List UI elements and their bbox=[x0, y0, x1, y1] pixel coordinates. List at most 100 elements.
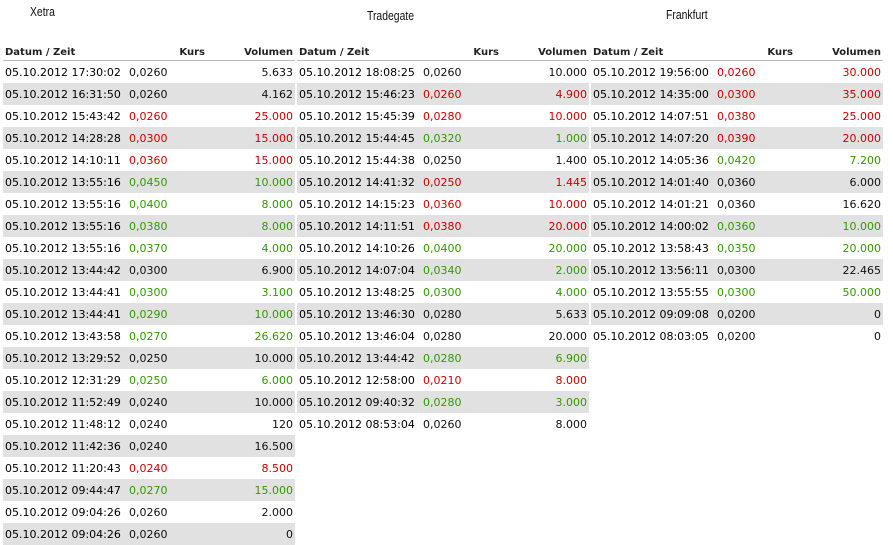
volume-cell: 25.000 bbox=[254, 109, 294, 123]
trade-row: 05.10.2012 14:11:51 0,0380 20.000 bbox=[297, 215, 589, 237]
volume-cell: 20.000 bbox=[548, 219, 588, 233]
price-cell: 0,0260 bbox=[423, 87, 462, 101]
volume-cell: 20.000 bbox=[842, 131, 882, 145]
trade-row: 05.10.2012 14:41:32 0,0250 1.445 bbox=[297, 171, 589, 193]
price-cell: 0,0280 bbox=[423, 395, 462, 409]
table-body: 05.10.2012 18:08:25 0,0260 10.000 05.10.201… bbox=[297, 61, 589, 435]
volume-cell: 15.000 bbox=[254, 153, 294, 167]
datetime-cell: 05.10.2012 11:52:49 bbox=[5, 395, 121, 409]
column-header: Volumen bbox=[244, 46, 293, 58]
datetime-cell: 05.10.2012 08:03:05 bbox=[593, 329, 709, 343]
trade-row: 05.10.2012 13:55:16 0,0370 4.000 bbox=[3, 237, 295, 259]
datetime-cell: 05.10.2012 14:35:00 bbox=[593, 87, 709, 101]
price-cell: 0,0400 bbox=[129, 197, 168, 211]
volume-cell: 0 bbox=[874, 307, 881, 321]
datetime-cell: 05.10.2012 09:09:08 bbox=[593, 307, 709, 321]
volume-cell: 6.000 bbox=[261, 373, 294, 387]
price-cell: 0,0300 bbox=[717, 263, 756, 277]
volume-cell: 0 bbox=[286, 527, 293, 541]
price-cell: 0,0400 bbox=[423, 241, 462, 255]
table-header: Datum / Zeit Kurs Volumen bbox=[297, 44, 589, 61]
volume-cell: 50.000 bbox=[842, 285, 882, 299]
trade-row: 05.10.2012 08:03:05 0,0200 0 bbox=[591, 325, 883, 347]
volume-cell: 8.000 bbox=[261, 219, 294, 233]
price-cell: 0,0370 bbox=[129, 241, 168, 255]
volume-cell: 10.000 bbox=[548, 65, 588, 79]
datetime-cell: 05.10.2012 14:10:26 bbox=[299, 241, 415, 255]
datetime-cell: 05.10.2012 13:44:42 bbox=[299, 351, 415, 365]
datetime-cell: 05.10.2012 11:20:43 bbox=[5, 461, 121, 475]
volume-cell: 35.000 bbox=[842, 87, 882, 101]
price-cell: 0,0280 bbox=[423, 307, 462, 321]
datetime-cell: 05.10.2012 14:10:11 bbox=[5, 153, 121, 167]
price-cell: 0,0260 bbox=[423, 65, 462, 79]
volume-cell: 2.000 bbox=[261, 505, 294, 519]
price-cell: 0,0380 bbox=[129, 219, 168, 233]
datetime-cell: 05.10.2012 09:04:26 bbox=[5, 505, 121, 519]
volume-cell: 16.500 bbox=[254, 439, 294, 453]
trade-row: 05.10.2012 14:07:20 0,0390 20.000 bbox=[591, 127, 883, 149]
column-header: Kurs bbox=[179, 46, 205, 58]
trade-row: 05.10.2012 13:55:16 0,0380 8.000 bbox=[3, 215, 295, 237]
column-header: Kurs bbox=[473, 46, 499, 58]
datetime-cell: 05.10.2012 13:46:30 bbox=[299, 307, 415, 321]
datetime-cell: 05.10.2012 13:55:16 bbox=[5, 197, 121, 211]
trade-row: 05.10.2012 13:44:42 0,0300 6.900 bbox=[3, 259, 295, 281]
volume-cell: 4.000 bbox=[261, 241, 294, 255]
volume-cell: 8.000 bbox=[261, 197, 294, 211]
trade-row: 05.10.2012 09:40:32 0,0280 3.000 bbox=[297, 391, 589, 413]
trade-row: 05.10.2012 15:45:39 0,0280 10.000 bbox=[297, 105, 589, 127]
datetime-cell: 05.10.2012 13:58:43 bbox=[593, 241, 709, 255]
datetime-cell: 05.10.2012 12:58:00 bbox=[299, 373, 415, 387]
datetime-cell: 05.10.2012 09:40:32 bbox=[299, 395, 415, 409]
volume-cell: 25.000 bbox=[842, 109, 882, 123]
price-cell: 0,0260 bbox=[129, 109, 168, 123]
volume-cell: 4.000 bbox=[555, 285, 588, 299]
price-cell: 0,0260 bbox=[129, 505, 168, 519]
price-cell: 0,0380 bbox=[423, 219, 462, 233]
volume-cell: 3.000 bbox=[555, 395, 588, 409]
volume-cell: 10.000 bbox=[842, 219, 882, 233]
volume-cell: 20.000 bbox=[548, 329, 588, 343]
price-cell: 0,0290 bbox=[129, 307, 168, 321]
trade-row: 05.10.2012 14:05:36 0,0420 7.200 bbox=[591, 149, 883, 171]
datetime-cell: 05.10.2012 13:46:04 bbox=[299, 329, 415, 343]
datetime-cell: 05.10.2012 11:42:36 bbox=[5, 439, 121, 453]
volume-cell: 20.000 bbox=[548, 241, 588, 255]
price-cell: 0,0350 bbox=[717, 241, 756, 255]
trade-row: 05.10.2012 11:48:12 0,0240 120 bbox=[3, 413, 295, 435]
price-cell: 0,0380 bbox=[717, 109, 756, 123]
volume-cell: 15.000 bbox=[254, 483, 294, 497]
price-cell: 0,0260 bbox=[129, 65, 168, 79]
trade-row: 05.10.2012 08:53:04 0,0260 8.000 bbox=[297, 413, 589, 435]
price-table: Datum / Zeit Kurs Volumen 05.10.2012 17:30:… bbox=[3, 44, 295, 545]
price-cell: 0,0200 bbox=[717, 307, 756, 321]
volume-cell: 5.633 bbox=[555, 307, 588, 321]
datetime-cell: 05.10.2012 14:07:04 bbox=[299, 263, 415, 277]
price-cell: 0,0340 bbox=[423, 263, 462, 277]
column-header: Volumen bbox=[538, 46, 587, 58]
datetime-cell: 05.10.2012 11:48:12 bbox=[5, 417, 121, 431]
volume-cell: 22.465 bbox=[842, 263, 882, 277]
panel-title: Xetra bbox=[30, 4, 55, 19]
volume-cell: 4.900 bbox=[555, 87, 588, 101]
trade-row: 05.10.2012 14:10:11 0,0360 15.000 bbox=[3, 149, 295, 171]
trade-row: 05.10.2012 13:44:42 0,0280 6.900 bbox=[297, 347, 589, 369]
trade-row: 05.10.2012 12:31:29 0,0250 6.000 bbox=[3, 369, 295, 391]
volume-cell: 8.000 bbox=[555, 373, 588, 387]
table-header: Datum / Zeit Kurs Volumen bbox=[591, 44, 883, 61]
price-cell: 0,0250 bbox=[423, 153, 462, 167]
datetime-cell: 05.10.2012 15:45:39 bbox=[299, 109, 415, 123]
trade-row: 05.10.2012 13:43:58 0,0270 26.620 bbox=[3, 325, 295, 347]
price-cell: 0,0280 bbox=[423, 351, 462, 365]
panel-title: Frankfurt bbox=[666, 7, 708, 22]
volume-cell: 2.000 bbox=[555, 263, 588, 277]
volume-cell: 8.500 bbox=[261, 461, 294, 475]
datetime-cell: 05.10.2012 13:44:41 bbox=[5, 285, 121, 299]
datetime-cell: 05.10.2012 14:07:51 bbox=[593, 109, 709, 123]
price-cell: 0,0260 bbox=[129, 87, 168, 101]
price-cell: 0,0360 bbox=[717, 197, 756, 211]
datetime-cell: 05.10.2012 14:05:36 bbox=[593, 153, 709, 167]
price-table: Datum / Zeit Kurs Volumen 05.10.2012 19:56:… bbox=[591, 44, 883, 347]
column-header: Datum / Zeit bbox=[5, 46, 76, 58]
